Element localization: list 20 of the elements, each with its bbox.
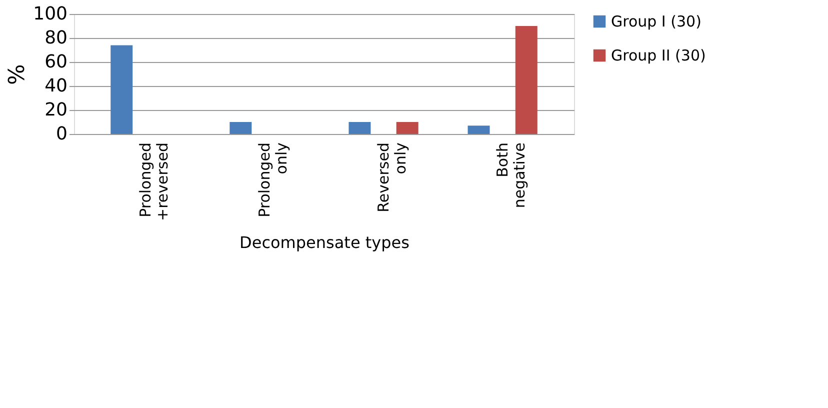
bar: [396, 122, 418, 134]
x-tick-label: Reversed only: [374, 142, 410, 212]
bar: [348, 122, 371, 134]
y-tick-label: 20: [44, 100, 68, 120]
x-axis-title: Decompensate types: [240, 232, 410, 252]
y-tick-label: 0: [56, 124, 68, 144]
y-tick-label: 100: [33, 4, 68, 24]
x-tick-label: Prolonged only: [255, 142, 290, 218]
y-tick-label: 80: [44, 28, 68, 48]
bar: [230, 122, 252, 134]
y-tick-label: 60: [44, 52, 68, 72]
bar: [515, 26, 538, 134]
legend-label: Group II (30): [611, 46, 706, 64]
y-tick-label: 40: [44, 76, 68, 96]
x-tick-label: Both negative: [494, 142, 529, 208]
y-axis-title: %: [5, 64, 30, 85]
bar: [110, 45, 133, 134]
bar: [468, 126, 490, 134]
x-tick-label: Prolonged +reversed: [136, 142, 172, 221]
legend-label: Group I (30): [611, 12, 702, 30]
